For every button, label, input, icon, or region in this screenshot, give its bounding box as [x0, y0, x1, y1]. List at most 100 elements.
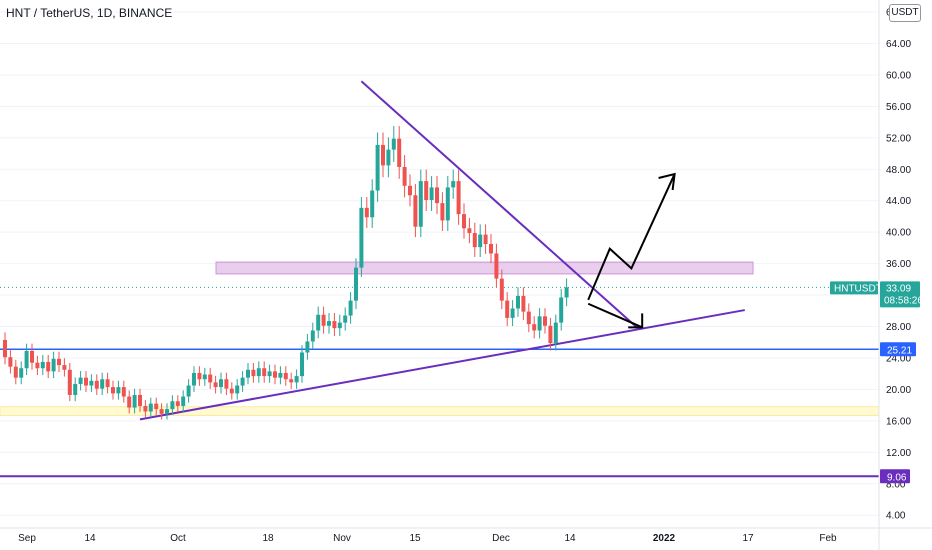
y-tick-label: 48.00 — [886, 165, 911, 176]
candle-body — [148, 403, 153, 412]
y-tick-label: 52.00 — [886, 133, 911, 144]
candle-body — [294, 376, 299, 383]
candle-body — [300, 352, 304, 377]
level-tag-9 — [880, 469, 910, 484]
trendlines — [139, 80, 745, 421]
candle-body — [543, 316, 547, 326]
candle-body — [391, 138, 396, 150]
y-axis: 664.0060.0056.0052.0048.0044.0040.0036.0… — [886, 8, 911, 522]
candle-body — [138, 394, 142, 406]
candle-body — [127, 396, 132, 408]
candle-body — [370, 190, 375, 218]
candle-body — [224, 379, 229, 389]
currency-unit-button[interactable]: USDT — [889, 4, 921, 22]
candle-body — [105, 379, 110, 388]
candle-body — [397, 138, 402, 167]
support-zone — [0, 406, 880, 416]
x-tick-label: 17 — [742, 533, 754, 544]
bearish-arrowhead — [628, 313, 644, 329]
candle-body — [359, 207, 364, 268]
candle-body — [121, 387, 126, 397]
candle-body — [46, 361, 51, 372]
candle-body — [489, 244, 493, 254]
y-tick-label: 16.00 — [886, 416, 911, 427]
candle-body — [467, 228, 472, 233]
candle-body — [256, 368, 261, 377]
bullish-arrowhead — [658, 172, 676, 191]
y-tick-label: 28.00 — [886, 322, 911, 333]
candle-body — [219, 379, 223, 388]
candle-body — [472, 233, 477, 248]
y-tick-label: 60.00 — [886, 70, 911, 81]
y-tick-label: 40.00 — [886, 228, 911, 239]
x-tick-label: Sep — [18, 533, 36, 544]
candle-body — [267, 371, 272, 377]
level-tag-9-label: 9.06 — [887, 472, 907, 483]
candles — [3, 126, 569, 420]
candle-body — [240, 377, 245, 386]
candle-body — [278, 372, 283, 378]
y-tick-label: 8.00 — [886, 479, 906, 490]
candle-body — [202, 374, 207, 380]
y-tick-label: 20.00 — [886, 385, 911, 396]
candle-body — [327, 321, 331, 326]
candle-body — [402, 166, 407, 186]
candle-body — [348, 300, 353, 316]
candle-body — [62, 365, 67, 370]
bearish-projection-arrow — [587, 302, 643, 329]
candle-body — [343, 315, 348, 323]
candle-body — [305, 341, 310, 353]
x-tick-label: Oct — [170, 533, 186, 544]
candle-body — [19, 368, 24, 378]
candle-body — [418, 181, 423, 227]
candle-body — [132, 394, 137, 408]
descending-trendline — [360, 80, 638, 329]
candle-body — [521, 295, 526, 312]
candle-body — [483, 234, 488, 245]
y-tick-label: 4.00 — [886, 511, 906, 522]
candle-body — [332, 321, 337, 329]
resistance-zone — [215, 261, 754, 275]
y-tick-label: 56.00 — [886, 102, 911, 113]
chart-title: HNT / TetherUS, 1D, BINANCE — [6, 6, 173, 20]
ascending-trendline — [139, 309, 745, 421]
candle-body — [186, 385, 191, 397]
candle-body — [451, 181, 456, 188]
candle-body — [262, 368, 267, 377]
candle-body — [532, 324, 537, 331]
candle-body — [192, 372, 196, 386]
last-price-value: 33.09 — [886, 283, 911, 294]
candle-body — [67, 369, 72, 395]
candle-body — [289, 379, 294, 383]
candle-body — [175, 401, 180, 406]
candle-body — [111, 387, 115, 394]
x-tick-label: Nov — [333, 533, 351, 544]
candle-body — [246, 369, 250, 378]
candle-body — [30, 350, 34, 363]
candle-body — [273, 371, 277, 378]
candle-body — [84, 377, 88, 386]
x-tick-label: 15 — [409, 533, 421, 544]
candle-countdown: 08:58:26 — [884, 295, 923, 306]
last-price-tag — [880, 281, 920, 308]
candle-body — [499, 278, 504, 301]
candle-body — [170, 401, 175, 410]
projection-arrows — [587, 172, 676, 329]
x-tick-label: 18 — [262, 533, 274, 544]
candle-body — [8, 357, 13, 367]
candle-body — [181, 396, 186, 406]
level-lines — [0, 286, 879, 478]
candle-body — [435, 187, 439, 204]
candle-body — [100, 379, 105, 389]
x-tick-label: 2022 — [653, 533, 676, 544]
candle-body — [413, 195, 418, 227]
candle-body — [35, 362, 40, 369]
candle-body — [197, 372, 202, 380]
candle-body — [386, 149, 391, 166]
y-tick-label: 24.00 — [886, 353, 911, 364]
candle-body — [316, 314, 321, 331]
symbol-tag-label: HNTUSDT — [834, 283, 882, 294]
candle-body — [51, 358, 56, 372]
